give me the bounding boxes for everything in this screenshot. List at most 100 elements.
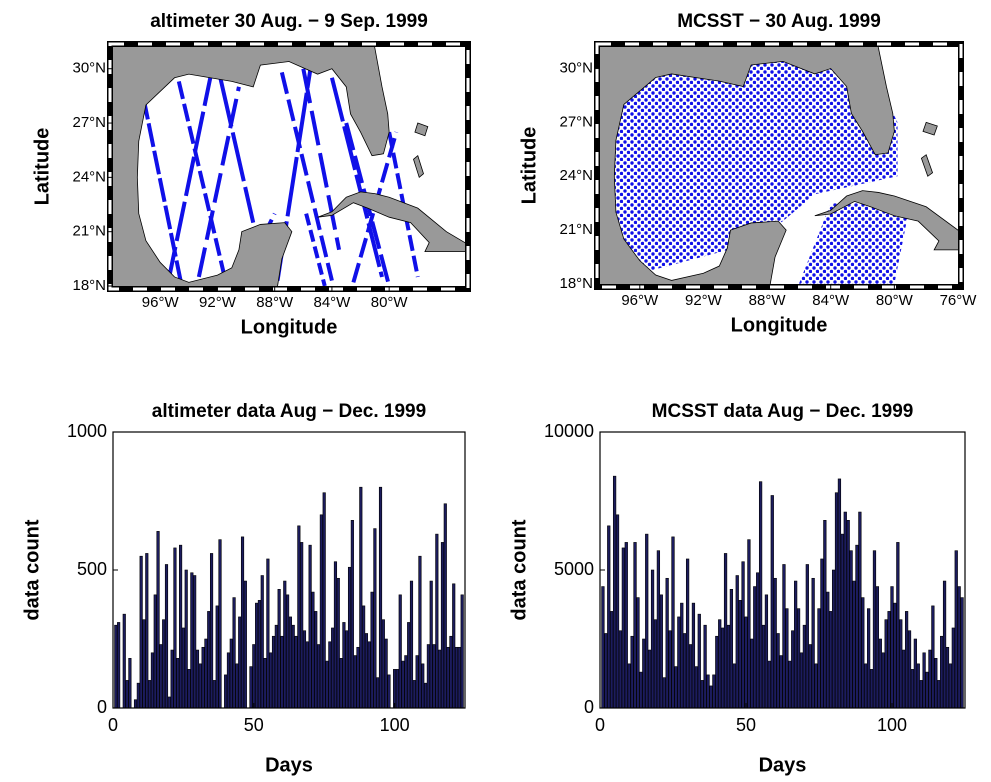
bar bbox=[928, 649, 932, 709]
bar bbox=[864, 663, 868, 709]
x-tick-label: 0 bbox=[108, 715, 118, 735]
bar bbox=[878, 638, 882, 709]
bar bbox=[215, 605, 219, 709]
bar bbox=[263, 658, 267, 709]
bar bbox=[604, 633, 608, 709]
land bbox=[814, 190, 958, 251]
bar bbox=[656, 550, 661, 709]
bar bbox=[902, 649, 906, 709]
bar bbox=[829, 611, 833, 709]
bar bbox=[814, 663, 818, 709]
bar bbox=[184, 569, 188, 709]
bar bbox=[148, 680, 152, 709]
bar bbox=[948, 663, 953, 709]
bar bbox=[729, 589, 734, 709]
bar bbox=[922, 652, 926, 709]
bar bbox=[712, 674, 716, 709]
bar bbox=[896, 542, 900, 709]
bar bbox=[680, 602, 684, 709]
bar bbox=[401, 660, 405, 709]
bar bbox=[139, 555, 143, 709]
bar bbox=[700, 680, 704, 709]
x-tick-label: 88°W bbox=[749, 292, 787, 309]
bar bbox=[367, 641, 371, 709]
bar bbox=[758, 481, 763, 709]
bar bbox=[764, 594, 769, 709]
altimeter-track bbox=[329, 77, 384, 278]
bar bbox=[454, 646, 459, 709]
bar bbox=[387, 674, 391, 709]
bar bbox=[117, 622, 121, 709]
y-tick-label: 30°N bbox=[72, 60, 106, 77]
bar bbox=[823, 520, 827, 709]
bar bbox=[709, 685, 713, 709]
bar bbox=[209, 553, 214, 709]
land bbox=[600, 47, 895, 284]
bar bbox=[364, 633, 369, 709]
map-panel: MCSST − 30 Aug. 1999 96°W 92°W 88°W 84°W 80°W… bbox=[518, 11, 978, 336]
bar bbox=[904, 611, 909, 709]
y-tick-label: 0 bbox=[584, 697, 594, 717]
bar bbox=[796, 608, 801, 709]
bar bbox=[861, 597, 865, 709]
x-tick-label: 80°W bbox=[371, 294, 409, 311]
bar bbox=[201, 646, 205, 709]
bar bbox=[359, 486, 363, 709]
bar bbox=[960, 597, 964, 709]
bar bbox=[136, 682, 140, 709]
bar bbox=[744, 616, 748, 709]
bar bbox=[721, 627, 725, 709]
bar bbox=[179, 544, 183, 709]
bar bbox=[779, 655, 783, 709]
bar bbox=[356, 646, 360, 709]
y-axis-label: data count bbox=[21, 519, 43, 620]
bar bbox=[114, 624, 118, 709]
bar bbox=[159, 644, 163, 709]
bar bbox=[732, 663, 736, 709]
sst-points bbox=[798, 203, 911, 284]
x-tick-label: 92°W bbox=[199, 294, 237, 311]
y-tick-label: 5000 bbox=[554, 559, 594, 579]
bar bbox=[207, 611, 211, 709]
map-area bbox=[600, 47, 958, 284]
bar bbox=[770, 495, 774, 709]
bar bbox=[954, 550, 958, 709]
x-tick-label: 76°W bbox=[940, 292, 978, 309]
bar bbox=[858, 511, 862, 709]
bar bbox=[668, 630, 672, 709]
bar bbox=[837, 478, 842, 709]
bar bbox=[618, 630, 623, 709]
x-tick-label: 50 bbox=[736, 715, 756, 735]
bar bbox=[957, 586, 961, 709]
bar bbox=[881, 652, 885, 709]
bar bbox=[128, 658, 132, 709]
y-tick-label: 10000 bbox=[544, 421, 594, 441]
sst-points bbox=[600, 50, 898, 284]
bar bbox=[869, 669, 874, 709]
bar bbox=[302, 630, 307, 709]
bar bbox=[443, 503, 447, 709]
bar bbox=[715, 635, 719, 709]
bar bbox=[893, 602, 897, 709]
bar bbox=[381, 619, 385, 709]
bar bbox=[297, 525, 301, 709]
altimeter-track bbox=[304, 213, 327, 286]
x-tick-label: 84°W bbox=[812, 292, 850, 309]
bar bbox=[404, 655, 408, 709]
bar bbox=[718, 619, 722, 709]
bar bbox=[226, 652, 231, 709]
bar bbox=[910, 669, 915, 709]
bar bbox=[738, 600, 742, 709]
bar bbox=[150, 652, 154, 709]
bar bbox=[370, 591, 374, 709]
bar bbox=[457, 646, 461, 709]
x-tick-label: 84°W bbox=[314, 294, 352, 311]
bar bbox=[300, 542, 304, 709]
bar bbox=[645, 533, 649, 709]
bar bbox=[937, 680, 941, 709]
bar bbox=[291, 624, 295, 709]
bar bbox=[333, 561, 338, 709]
bar bbox=[677, 616, 681, 709]
land bbox=[920, 154, 934, 177]
